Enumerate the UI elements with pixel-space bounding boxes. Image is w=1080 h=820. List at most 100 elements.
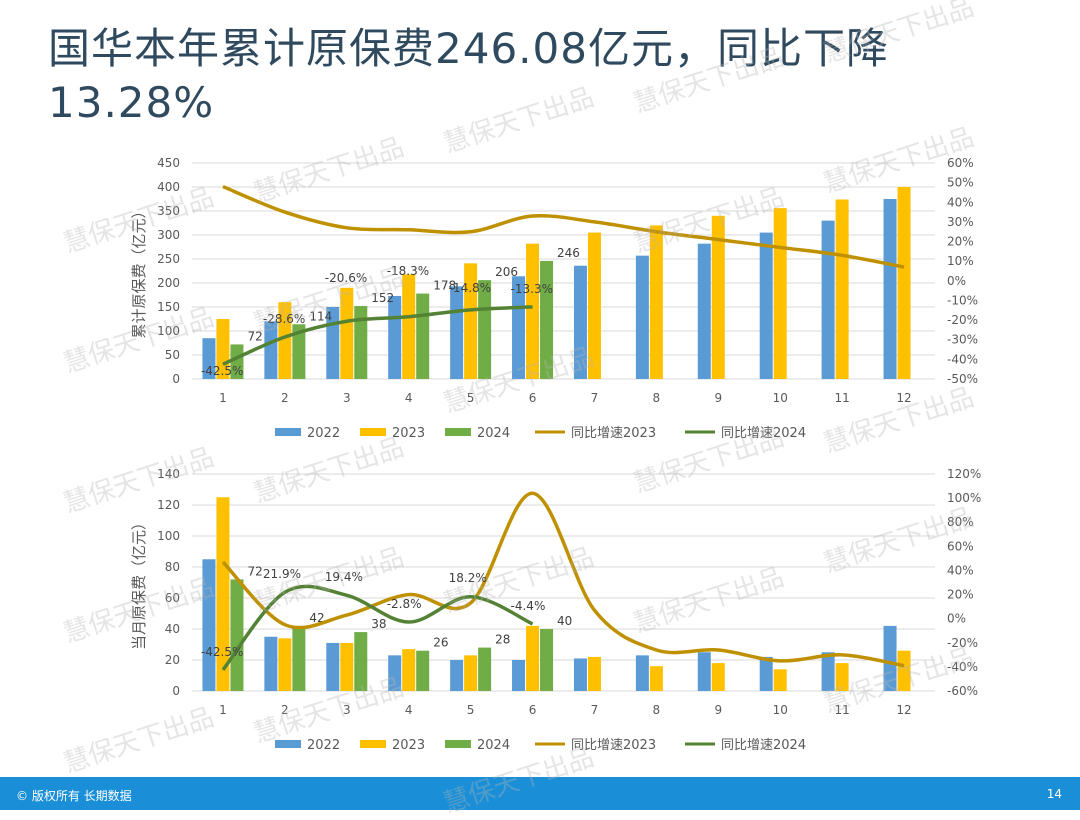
bar-2024 bbox=[416, 650, 430, 691]
x-tick-label: 3 bbox=[343, 391, 351, 405]
bar-2022 bbox=[573, 658, 587, 691]
y-tick-label: 250 bbox=[157, 252, 180, 266]
data-label: 19.4% bbox=[325, 570, 363, 584]
y2-tick-label: 50% bbox=[947, 176, 974, 190]
bar-2022 bbox=[635, 655, 649, 691]
y-tick-label: 0 bbox=[172, 372, 180, 386]
data-label: 40 bbox=[557, 614, 572, 628]
legend-label: 2022 bbox=[307, 426, 340, 441]
x-tick-label: 8 bbox=[653, 391, 661, 405]
data-label: -18.3% bbox=[387, 264, 429, 278]
y2-tick-label: -20% bbox=[947, 313, 978, 327]
legend-label: 2023 bbox=[392, 738, 425, 753]
x-tick-label: 2 bbox=[281, 391, 289, 405]
y-tick-label: 100 bbox=[157, 324, 180, 338]
x-tick-label: 1 bbox=[219, 391, 227, 405]
bar-2023 bbox=[773, 669, 787, 691]
bar-2023 bbox=[402, 274, 416, 379]
data-label: -4.4% bbox=[511, 599, 546, 613]
y2-tick-label: 60% bbox=[947, 156, 974, 170]
bar-2023 bbox=[402, 649, 416, 691]
data-label: 72 bbox=[247, 329, 262, 343]
legend-label: 2024 bbox=[477, 426, 510, 441]
y2-tick-label: -10% bbox=[947, 293, 978, 307]
bar-2022 bbox=[512, 276, 526, 379]
bar-2023 bbox=[711, 215, 725, 379]
bar-2023 bbox=[587, 232, 601, 379]
x-tick-label: 6 bbox=[529, 391, 537, 405]
y-tick-label: 0 bbox=[172, 684, 180, 698]
y-tick-label: 300 bbox=[157, 228, 180, 242]
data-label: 26 bbox=[433, 636, 448, 650]
y2-tick-label: 40% bbox=[947, 195, 974, 209]
y-tick-label: 60 bbox=[165, 591, 180, 605]
bar-2023 bbox=[587, 656, 601, 691]
y-tick-label: 80 bbox=[165, 560, 180, 574]
line-同比增速2024 bbox=[221, 584, 534, 671]
line-同比增速2023 bbox=[221, 491, 905, 668]
y2-tick-label: -20% bbox=[947, 636, 978, 650]
y2-tick-label: 60% bbox=[947, 539, 974, 553]
bar-2022 bbox=[821, 652, 835, 691]
y2-tick-label: 20% bbox=[947, 588, 974, 602]
bar-2023 bbox=[526, 625, 540, 691]
x-tick-label: 11 bbox=[834, 703, 849, 717]
legend-label: 同比增速2023 bbox=[571, 738, 656, 753]
bar-2024 bbox=[540, 260, 554, 379]
page-number: 14 bbox=[1046, 787, 1062, 801]
charts: 050100150200250300350400450-50%-40%-30%-… bbox=[130, 156, 981, 753]
bar-2022 bbox=[450, 660, 464, 691]
bar-2023 bbox=[464, 263, 478, 379]
y-axis-label: 当月原保费（亿元） bbox=[130, 515, 148, 650]
legend-label: 2023 bbox=[392, 426, 425, 441]
bar-2023 bbox=[526, 243, 540, 379]
y2-tick-label: -40% bbox=[947, 660, 978, 674]
bar-2023 bbox=[835, 663, 849, 691]
legend-label: 同比增速2024 bbox=[721, 426, 806, 441]
x-tick-label: 7 bbox=[591, 391, 599, 405]
data-label: -42.5% bbox=[201, 645, 243, 659]
data-label: -28.6% bbox=[263, 312, 305, 326]
bar-2023 bbox=[216, 497, 230, 691]
bar-2023 bbox=[773, 208, 787, 379]
bar-2022 bbox=[883, 625, 897, 691]
bar-2023 bbox=[340, 287, 354, 379]
bar-2024 bbox=[478, 647, 492, 691]
y-tick-label: 50 bbox=[165, 348, 180, 362]
y2-tick-label: 100% bbox=[947, 491, 981, 505]
bar-2022 bbox=[635, 255, 649, 379]
y2-tick-label: 0% bbox=[947, 612, 966, 626]
x-tick-label: 5 bbox=[467, 703, 475, 717]
legend-label: 2024 bbox=[477, 738, 510, 753]
bar-2022 bbox=[759, 656, 773, 691]
y-tick-label: 350 bbox=[157, 204, 180, 218]
legend-swatch bbox=[360, 740, 386, 748]
data-label: 114 bbox=[309, 309, 332, 323]
legend-label: 2022 bbox=[307, 738, 340, 753]
bar-2022 bbox=[697, 243, 711, 379]
y2-tick-label: 0% bbox=[947, 274, 966, 288]
legend-swatch bbox=[275, 740, 301, 748]
y2-tick-label: -50% bbox=[947, 372, 978, 386]
x-tick-label: 6 bbox=[529, 703, 537, 717]
page-title: 国华本年累计原保费246.08亿元，同比下降13.28% bbox=[48, 24, 889, 127]
bar-2022 bbox=[388, 295, 402, 379]
footer: © 版权所有 长期数据 14 bbox=[0, 777, 1080, 810]
y2-tick-label: 80% bbox=[947, 515, 974, 529]
bar-2023 bbox=[278, 638, 292, 691]
legend-swatch bbox=[275, 428, 301, 436]
y2-tick-label: -40% bbox=[947, 352, 978, 366]
x-tick-label: 9 bbox=[714, 703, 722, 717]
x-tick-label: 12 bbox=[896, 703, 911, 717]
bar-2024 bbox=[478, 280, 492, 379]
x-tick-label: 10 bbox=[773, 391, 788, 405]
y2-tick-label: 30% bbox=[947, 215, 974, 229]
bar-2024 bbox=[540, 629, 554, 691]
line-同比增速2024 bbox=[222, 305, 533, 366]
data-label: 38 bbox=[371, 617, 386, 631]
bar-2024 bbox=[354, 632, 368, 691]
bar-2023 bbox=[649, 666, 663, 691]
y2-tick-label: 10% bbox=[947, 254, 974, 268]
y-axis-label: 累计原保费（亿元） bbox=[130, 203, 148, 338]
data-label: 246 bbox=[557, 246, 580, 260]
